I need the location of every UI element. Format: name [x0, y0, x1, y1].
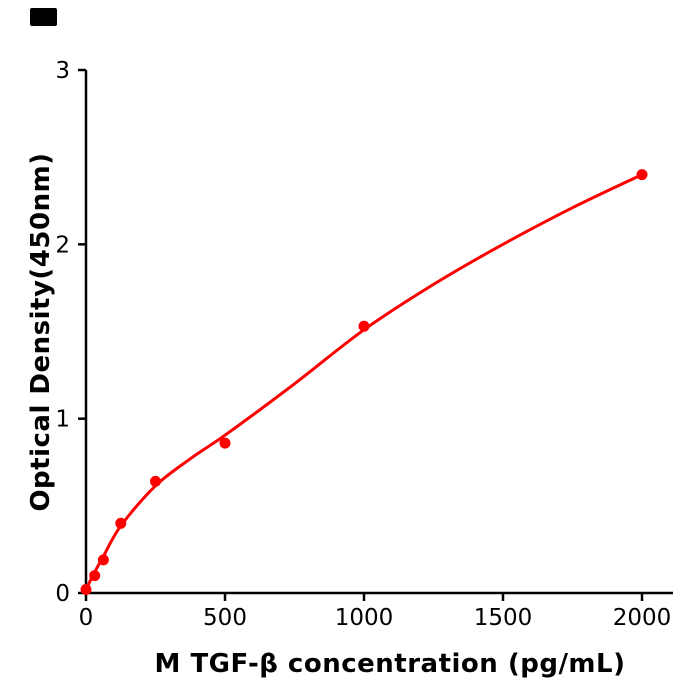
y-axis-title: Optical Density(450nm): [26, 152, 56, 512]
y-tick-label: 1: [55, 407, 70, 433]
y-tick-label: 0: [55, 581, 70, 607]
x-tick-label: 0: [79, 605, 94, 631]
y-tick-label: 3: [55, 58, 70, 84]
corner-mark: [30, 8, 57, 26]
x-tick-label: 500: [203, 605, 247, 631]
data-point: [150, 475, 161, 487]
data-point: [219, 437, 231, 449]
y-tick-label: 2: [55, 232, 70, 258]
trend-line: [84, 173, 644, 591]
x-axis-title: M TGF-β concentration (pg/mL): [154, 649, 626, 679]
data-point: [636, 169, 648, 181]
x-tick-label: 1500: [474, 605, 533, 631]
x-tick-label: 1000: [335, 605, 394, 631]
data-point: [358, 320, 370, 332]
data-point: [97, 554, 109, 566]
data-point: [89, 570, 101, 582]
data-point: [115, 517, 127, 529]
x-tick-label: 2000: [613, 605, 672, 631]
data-point: [80, 584, 92, 595]
